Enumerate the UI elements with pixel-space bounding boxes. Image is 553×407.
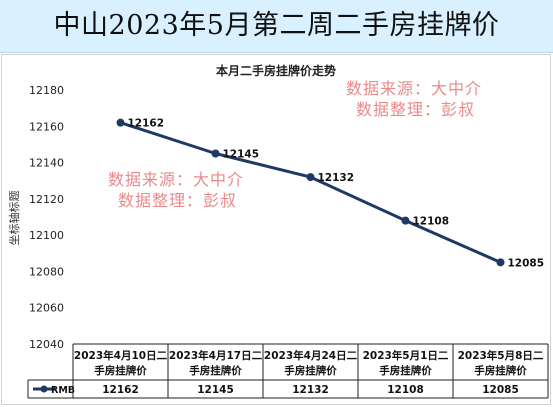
chart-border bbox=[1, 54, 551, 405]
x-category-label-line1: 2023年5月8日二 bbox=[458, 349, 544, 362]
y-tick-label: 12120 bbox=[29, 193, 64, 206]
data-point bbox=[211, 149, 220, 158]
x-category-label-line2: 手房挂牌价 bbox=[189, 364, 242, 377]
y-tick-label: 12060 bbox=[29, 302, 64, 315]
data-label: 12132 bbox=[318, 172, 355, 184]
data-label: 12162 bbox=[128, 118, 165, 130]
watermark-editor: 数据整理：彭叔 bbox=[118, 191, 238, 210]
y-tick-label: 12180 bbox=[29, 84, 64, 97]
y-tick-label: 12140 bbox=[29, 157, 64, 170]
x-category-label-line2: 手房挂牌价 bbox=[284, 364, 337, 377]
data-point bbox=[116, 118, 125, 127]
watermark-editor: 数据整理：彭叔 bbox=[356, 100, 476, 119]
title-banner bbox=[0, 0, 553, 53]
x-category-label-line2: 手房挂牌价 bbox=[94, 364, 147, 377]
y-tick-label: 12160 bbox=[29, 120, 64, 133]
x-category-label-line2: 手房挂牌价 bbox=[379, 364, 432, 377]
x-category-label-line1: 2023年4月24日二 bbox=[264, 349, 358, 362]
y-tick-label: 12100 bbox=[29, 229, 64, 242]
x-category-label-line1: 2023年4月17日二 bbox=[169, 349, 263, 362]
y-axis-label: 坐标轴标题 bbox=[7, 191, 21, 246]
legend-series-name: RMB bbox=[51, 385, 75, 396]
x-category-label-line1: 2023年5月1日二 bbox=[363, 349, 449, 362]
data-label: 12085 bbox=[508, 257, 545, 269]
table-value-cell: 12108 bbox=[387, 384, 424, 396]
data-point bbox=[306, 173, 315, 182]
table-value-cell: 12132 bbox=[292, 384, 329, 396]
watermark-top-right: 数据来源：大中介 数据整理：彭叔 bbox=[346, 78, 482, 120]
legend-key-marker bbox=[40, 385, 48, 393]
watermark-middle: 数据来源：大中介 数据整理：彭叔 bbox=[108, 169, 244, 211]
table-value-cell: 12085 bbox=[482, 384, 519, 396]
data-label: 12145 bbox=[223, 149, 260, 161]
x-category-label-line1: 2023年4月10日二 bbox=[74, 349, 168, 362]
data-point bbox=[401, 216, 410, 225]
x-category-label-line2: 手房挂牌价 bbox=[474, 364, 527, 377]
chart-title: 本月二手房挂牌价走势 bbox=[216, 63, 336, 78]
watermark-source: 数据来源：大中介 bbox=[108, 170, 245, 189]
y-tick-label: 12080 bbox=[29, 265, 64, 278]
table-value-cell: 12145 bbox=[197, 384, 234, 396]
table-value-cell: 12162 bbox=[102, 384, 139, 396]
data-label: 12108 bbox=[413, 216, 450, 228]
watermark-source: 数据来源：大中介 bbox=[346, 79, 483, 98]
data-point bbox=[496, 258, 505, 267]
page-title: 中山2023年5月第二周二手房挂牌价 bbox=[53, 10, 500, 41]
y-tick-label: 12040 bbox=[29, 338, 64, 351]
